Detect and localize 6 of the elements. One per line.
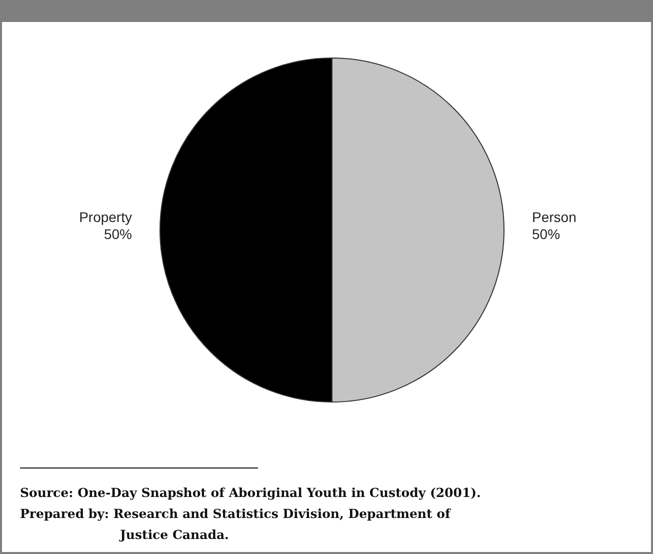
slice-label: Person xyxy=(532,209,576,225)
data-label: 50% xyxy=(532,226,560,242)
data-label: 50% xyxy=(104,226,132,242)
text: Prepared by: Research and Statistics Division, Department of Justice Canada. xyxy=(20,506,452,542)
slice-label: Property xyxy=(79,209,132,225)
source-note: Source: One-Day Snapshot of Aboriginal Youth in Custody (2001). xyxy=(20,485,481,500)
